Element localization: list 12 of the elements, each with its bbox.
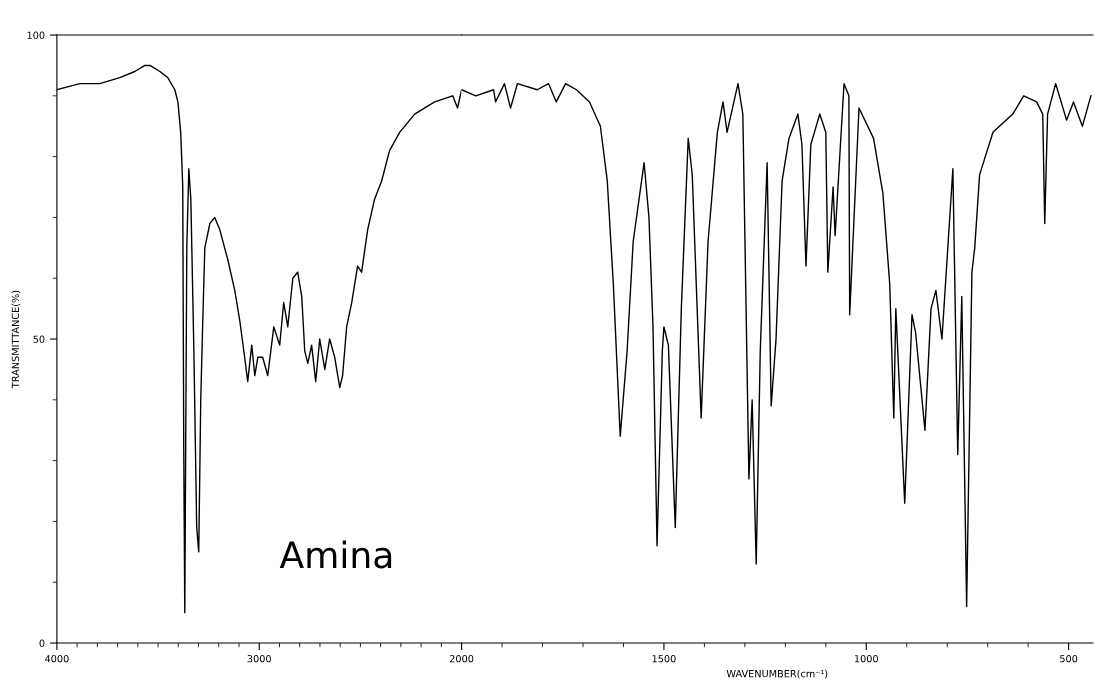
annotation: Amina [279, 540, 392, 569]
x-tick-label: 500 [1060, 655, 1078, 663]
y-tick-label: 50 [33, 335, 45, 343]
x-tick-label: 1000 [854, 655, 878, 663]
x-axis-title: WAVENUMBER(cm⁻¹) [726, 669, 828, 679]
x-tick-label: 2000 [449, 655, 474, 663]
y-axis-title: TRANSMITTANCE(%) [11, 290, 21, 389]
x-tick-label: 4000 [44, 655, 69, 663]
y-tick-label: 0 [39, 639, 45, 647]
y-tick-label: 100 [27, 31, 45, 39]
x-tick-label: 1500 [652, 655, 676, 663]
x-tick-label: 3000 [247, 655, 271, 663]
